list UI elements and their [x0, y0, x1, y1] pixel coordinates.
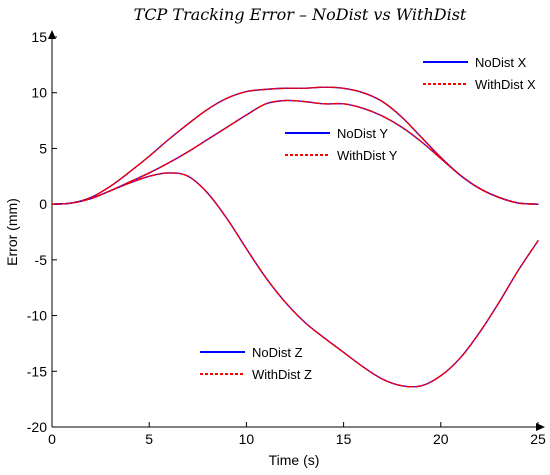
x-tick-label: 10: [239, 431, 255, 447]
x-tick-label: 15: [336, 431, 352, 447]
series-line-withdist-z: [51, 172, 539, 388]
y-axis-label: Error (mm): [4, 198, 20, 266]
y-tick-label: 5: [39, 140, 47, 156]
x-ticks: 0 5 10 15 20 25: [48, 422, 546, 447]
x-tick-label: 20: [433, 431, 449, 447]
series-line-withdist-y: [51, 99, 539, 205]
x-axis-arrow: [536, 423, 545, 431]
legend-label: NoDist X: [475, 55, 527, 70]
legend-y: NoDist Y WithDist Y: [285, 126, 398, 163]
legend-label: WithDist X: [475, 77, 536, 92]
y-tick-label: -15: [27, 363, 47, 379]
y-ticks: -20 -15 -10 -5 0 5 10 15: [27, 29, 57, 435]
y-tick-label: 15: [31, 29, 47, 45]
series-line-nodist-x: [51, 86, 539, 205]
series-line-nodist-y: [51, 99, 539, 205]
y-axis-arrow: [48, 30, 56, 39]
legend-label: WithDist Y: [337, 148, 398, 163]
x-tick-label: 5: [145, 431, 153, 447]
x-tick-label: 25: [530, 431, 546, 447]
legend-label: NoDist Y: [337, 126, 388, 141]
legend-label: NoDist Z: [252, 345, 303, 360]
legend-z: NoDist Z WithDist Z: [200, 345, 312, 382]
y-tick-label: 0: [39, 196, 47, 212]
y-tick-label: 10: [31, 85, 47, 101]
legend-label: WithDist Z: [252, 367, 312, 382]
chart-title: TCP Tracking Error – NoDist vs WithDist: [134, 5, 467, 24]
x-tick-label: 0: [48, 431, 56, 447]
y-tick-label: -10: [27, 308, 47, 324]
series-layer: [51, 86, 539, 388]
series-line-withdist-x: [51, 86, 539, 205]
y-tick-label: -20: [27, 419, 47, 435]
x-axis-label: Time (s): [269, 452, 320, 468]
y-tick-label: -5: [35, 252, 48, 268]
legend-x: NoDist X WithDist X: [423, 55, 536, 92]
